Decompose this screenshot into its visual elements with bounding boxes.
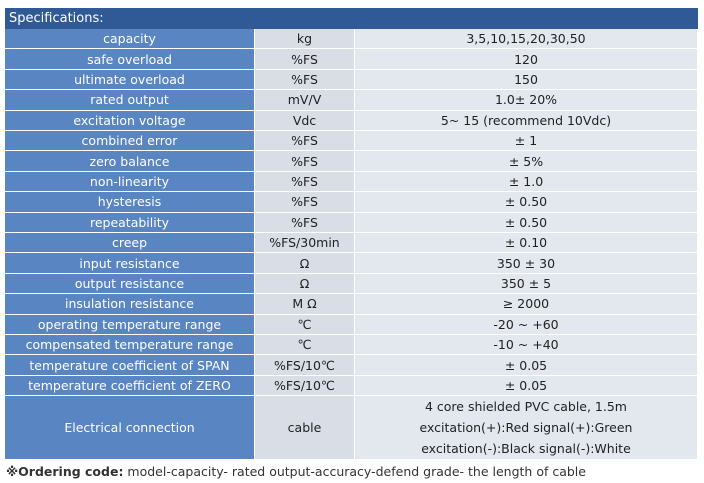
parameter-cell: repeatability xyxy=(5,212,255,233)
parameter-cell: temperature coefficient of ZERO xyxy=(5,375,255,397)
value-cell: ≥ 2000 xyxy=(355,294,698,315)
ordering-text: model-capacity- rated output-accuracy-de… xyxy=(123,464,586,479)
ordering-label: ※Ordering code: xyxy=(6,464,124,479)
value-cell: ± 0.05 xyxy=(355,355,698,376)
unit-cell: Ω xyxy=(255,253,355,274)
unit-cell: %FS xyxy=(255,151,355,172)
value-cell: 120 xyxy=(355,49,698,70)
unit-cell: Vdc xyxy=(255,110,355,131)
value-cell: ± 5% xyxy=(355,151,698,172)
parameter-cell: capacity xyxy=(5,29,255,50)
unit-cell: ℃ xyxy=(255,335,355,356)
value-line: excitation(+):Red signal(+):Green xyxy=(419,420,633,436)
value-cell: ± 1 xyxy=(355,131,698,152)
unit-cell: M Ω xyxy=(255,294,355,315)
unit-cell: %FS xyxy=(255,212,355,233)
parameter-cell: Electrical connection xyxy=(5,396,255,461)
unit-cell: %FS xyxy=(255,131,355,152)
unit-cell: %FS xyxy=(255,192,355,213)
parameter-cell: input resistance xyxy=(5,253,255,274)
value-cell: ± 0.10 xyxy=(355,233,698,254)
unit-cell: Ω xyxy=(255,273,355,295)
unit-cell: %FS xyxy=(255,69,355,91)
value-cell: 5~ 15 (recommend 10Vdc) xyxy=(355,110,698,131)
parameter-cell: zero balance xyxy=(5,151,255,172)
value-cell: ± 0.50 xyxy=(355,212,698,233)
value-cell: ± 1.0 xyxy=(355,171,698,193)
value-cell: 4 core shielded PVC cable, 1.5m excitatio… xyxy=(355,396,698,461)
unit-cell: ℃ xyxy=(255,314,355,335)
parameter-cell: non-linearity xyxy=(5,171,255,193)
value-cell: 3,5,10,15,20,30,50 xyxy=(355,29,698,50)
parameter-cell: safe overload xyxy=(5,49,255,70)
table-header: Specifications: xyxy=(5,8,698,29)
unit-cell: kg xyxy=(255,29,355,50)
parameter-cell: ultimate overload xyxy=(5,69,255,91)
parameter-cell: rated output xyxy=(5,90,255,111)
unit-cell: %FS/10℃ xyxy=(255,355,355,376)
parameter-cell: compensated temperature range xyxy=(5,335,255,356)
parameter-cell: excitation voltage xyxy=(5,110,255,131)
unit-cell: %FS/30min xyxy=(255,233,355,254)
value-cell: 350 ± 5 xyxy=(355,273,698,295)
value-cell: 150 xyxy=(355,69,698,91)
parameter-cell: temperature coefficient of SPAN xyxy=(5,355,255,376)
value-line: excitation(-):Black signal(-):White xyxy=(421,441,631,457)
value-line: 4 core shielded PVC cable, 1.5m xyxy=(424,399,627,415)
unit-cell: %FS xyxy=(255,49,355,70)
value-cell: 350 ± 30 xyxy=(355,253,698,274)
unit-cell: mV/V xyxy=(255,90,355,111)
unit-cell: %FS xyxy=(255,171,355,193)
parameter-cell: combined error xyxy=(5,131,255,152)
value-cell: ± 0.50 xyxy=(355,192,698,213)
value-cell: -10 ~ +40 xyxy=(355,335,698,356)
parameter-cell: operating temperature range xyxy=(5,314,255,335)
value-cell: 1.0± 20% xyxy=(355,90,698,111)
unit-cell: cable xyxy=(255,396,355,461)
parameter-cell: creep xyxy=(5,233,255,254)
unit-cell: %FS/10℃ xyxy=(255,375,355,397)
ordering-code: ※Ordering code: model-capacity- rated ou… xyxy=(6,464,586,479)
parameter-cell: insulation resistance xyxy=(5,294,255,315)
value-cell: ± 0.05 xyxy=(355,375,698,397)
parameter-cell: hysteresis xyxy=(5,192,255,213)
value-cell: -20 ~ +60 xyxy=(355,314,698,335)
parameter-cell: output resistance xyxy=(5,273,255,295)
